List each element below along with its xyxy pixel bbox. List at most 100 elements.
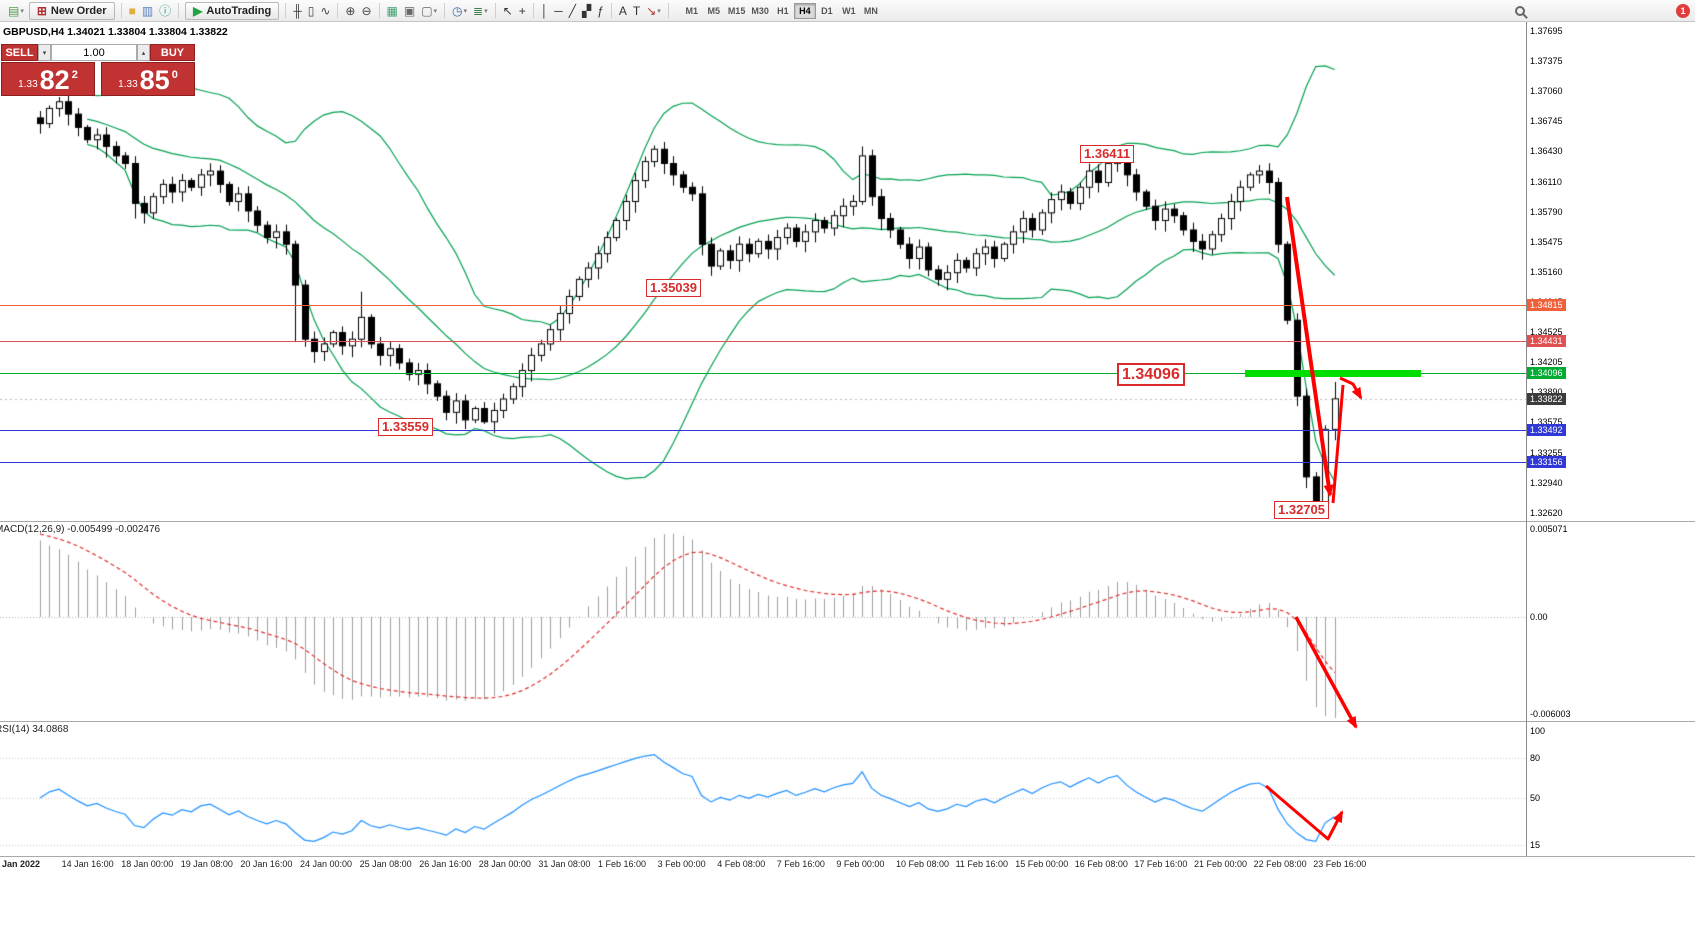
toolbar-separator bbox=[178, 3, 180, 18]
price-axis[interactable]: 1.37695 1.37375 1.37060 1.36745 1.36430 1.361… bbox=[1527, 0, 1591, 939]
time-label: 1 Feb 16:00 bbox=[598, 859, 647, 869]
time-label: 14 Jan 16:00 bbox=[61, 859, 114, 869]
crosshair-icon[interactable]: + bbox=[518, 3, 526, 18]
line-chart-icon[interactable]: ∿ bbox=[320, 3, 331, 18]
time-label: 4 Feb 08:00 bbox=[717, 859, 766, 869]
volume-up-button[interactable]: ▴ bbox=[137, 44, 150, 61]
axis-label: 1.35475 bbox=[1530, 236, 1563, 247]
time-axis[interactable]: Jan 2022 14 Jan 16:00 18 Jan 00:00 19 Jan 0… bbox=[0, 857, 1695, 873]
price-badge-1.33156: 1.33156 bbox=[1527, 456, 1566, 469]
time-label: 11 Feb 16:00 bbox=[955, 859, 1008, 869]
price-badge-1.34431: 1.34431 bbox=[1527, 334, 1566, 347]
arrows-tool-icon[interactable]: ↘ ▾ bbox=[646, 3, 661, 18]
channel-icon[interactable]: ▞ bbox=[581, 3, 592, 18]
price-badge-1.34096: 1.34096 bbox=[1527, 366, 1566, 379]
zoom-in-icon[interactable]: ⊕ bbox=[345, 3, 356, 18]
axis-label: 1.36110 bbox=[1530, 176, 1562, 187]
buy-button[interactable]: BUY bbox=[150, 44, 195, 61]
time-axis-separator bbox=[0, 856, 1695, 857]
fibonacci-icon[interactable]: ƒ bbox=[597, 3, 604, 18]
axis-label: 1.33890 bbox=[1530, 387, 1563, 397]
time-label: 24 Jan 00:00 bbox=[300, 859, 353, 869]
volume-input[interactable]: 1.00 bbox=[51, 44, 137, 61]
cursor-icon[interactable]: ↖ bbox=[502, 3, 513, 18]
axis-label: -0.006003 bbox=[1530, 709, 1571, 719]
navigator-icon[interactable]: ⓘ bbox=[159, 3, 172, 18]
time-label: 26 Jan 16:00 bbox=[419, 859, 472, 869]
rsi-panel-splitter[interactable] bbox=[0, 721, 1695, 722]
main-toolbar: ▤ ▾ ⊞ New Order ■ ▥ ⓘ ▶ AutoTrading ╫ ▯ ∿ ⊕ ⊖ ▦ ▣ ▢ ▾ ◷ ▾ ≣ ▾… bbox=[0, 0, 1695, 22]
vertical-line-icon[interactable]: │ bbox=[540, 3, 549, 18]
time-label: 17 Feb 16:00 bbox=[1134, 859, 1188, 869]
sell-price-prefix: 1.33 bbox=[18, 79, 38, 90]
zoom-out-icon[interactable]: ⊖ bbox=[361, 3, 372, 18]
timeframe-d1-button[interactable]: D1 bbox=[821, 5, 833, 16]
toolbar-separator bbox=[494, 3, 496, 18]
tile-windows-icon[interactable]: ▦ bbox=[386, 3, 398, 18]
new-window-icon[interactable]: ▢ ▾ bbox=[421, 3, 438, 18]
time-label: 28 Jan 00:00 bbox=[478, 859, 531, 869]
text-icon[interactable]: A bbox=[618, 3, 627, 18]
toolbar-separator bbox=[444, 3, 446, 18]
price-chart-canvas[interactable] bbox=[0, 22, 1526, 521]
price-badge-1.34815: 1.34815 bbox=[1527, 298, 1566, 311]
toolbar-separator bbox=[532, 3, 534, 18]
time-label: 18 Jan 00:00 bbox=[121, 859, 174, 869]
toolbar-separator bbox=[120, 3, 122, 18]
price-badge-1.33492: 1.33492 bbox=[1527, 424, 1566, 437]
timeframe-m1-button[interactable]: M1 bbox=[685, 5, 699, 16]
trendline-icon[interactable]: ╱ bbox=[568, 3, 576, 18]
horizontal-line-icon[interactable]: ─ bbox=[554, 3, 563, 18]
new-chart-icon[interactable]: ▤ ▾ bbox=[8, 3, 24, 18]
indicators-list-icon[interactable]: ≣ ▾ bbox=[473, 3, 488, 18]
macd-indicator-canvas[interactable] bbox=[0, 522, 1526, 721]
autotrading-button[interactable]: ▶ AutoTrading bbox=[185, 1, 280, 20]
period-clock-icon[interactable]: ◷ ▾ bbox=[452, 3, 468, 18]
timeframe-h1-button[interactable]: H1 bbox=[777, 5, 789, 16]
macd-panel-splitter[interactable] bbox=[0, 521, 1695, 522]
time-label: 19 Jan 08:00 bbox=[180, 859, 233, 869]
toolbar-separator bbox=[667, 3, 669, 18]
axis-label: 1.35160 bbox=[1530, 266, 1563, 277]
timeframe-m5-button[interactable]: M5 bbox=[707, 5, 721, 16]
time-label: 20 Jan 16:00 bbox=[240, 859, 293, 869]
price-badge-1.33822: 1.33822 bbox=[1527, 392, 1566, 405]
timeframe-mn-button[interactable]: MN bbox=[863, 5, 878, 16]
axis-label: 0.005071 bbox=[1530, 524, 1568, 534]
timeframe-h4-button[interactable]: H4 bbox=[793, 2, 816, 19]
candlestick-icon[interactable]: ▯ bbox=[307, 3, 315, 18]
timeframe-w1-button[interactable]: W1 bbox=[842, 5, 856, 16]
time-label: 21 Feb 00:00 bbox=[1194, 859, 1248, 869]
market-watch-icon[interactable]: ■ bbox=[128, 3, 136, 18]
data-window-icon[interactable]: ▥ bbox=[141, 3, 154, 18]
axis-label: 80 bbox=[1530, 753, 1541, 763]
toolbar-separator bbox=[610, 3, 612, 18]
axis-label: 1.32940 bbox=[1530, 477, 1563, 488]
timeframe-m30-button[interactable]: M30 bbox=[751, 5, 769, 16]
bar-chart-icon[interactable]: ╫ bbox=[293, 3, 302, 18]
time-label: Jan 2022 bbox=[2, 859, 41, 869]
buy-price-button[interactable]: 1.33 85 0 bbox=[101, 62, 195, 96]
sell-button[interactable]: SELL bbox=[1, 44, 38, 61]
timeframe-m15-button[interactable]: M15 bbox=[727, 5, 746, 16]
axis-label: 1.36430 bbox=[1530, 146, 1563, 157]
text-label-icon[interactable]: T bbox=[632, 3, 641, 18]
buy-price-pip: 0 bbox=[171, 69, 178, 81]
axis-label: 1.33255 bbox=[1530, 447, 1563, 458]
sell-price-button[interactable]: 1.33 82 2 bbox=[1, 62, 95, 96]
timeframe-toolbar: M1 M5 M15 M30 H1 H4 D1 W1 MN bbox=[681, 2, 882, 19]
volume-down-button[interactable]: ▾ bbox=[38, 44, 51, 61]
axis-label: 0.00 bbox=[1530, 612, 1548, 622]
cascade-windows-icon[interactable]: ▣ bbox=[403, 3, 416, 18]
search-icon[interactable] bbox=[1512, 2, 1528, 20]
axis-label: 1.37060 bbox=[1530, 86, 1563, 97]
toolbar-separator bbox=[285, 3, 287, 18]
axis-label: 100 bbox=[1530, 726, 1546, 736]
time-label: 25 Jan 08:00 bbox=[359, 859, 412, 869]
axis-label: 1.35790 bbox=[1530, 206, 1563, 217]
time-label: 15 Feb 00:00 bbox=[1015, 859, 1069, 869]
new-order-button[interactable]: ⊞ New Order bbox=[28, 1, 115, 20]
notification-badge[interactable]: 1 bbox=[1676, 3, 1690, 18]
time-label: 31 Jan 08:00 bbox=[538, 859, 591, 869]
rsi-indicator-canvas[interactable] bbox=[0, 722, 1526, 855]
